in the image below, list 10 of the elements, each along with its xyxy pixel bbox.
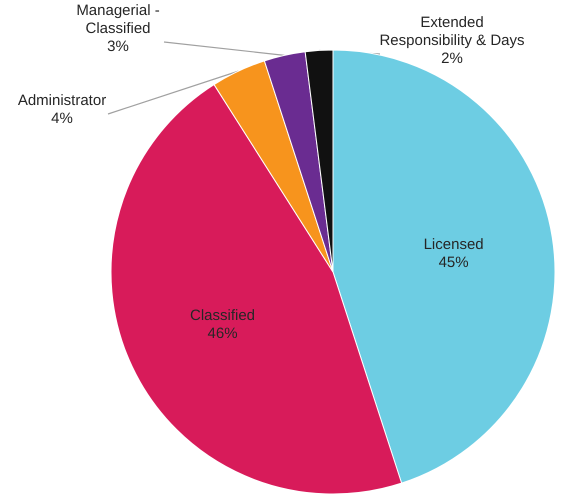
slice-label: Extended Responsibility & Days <box>379 14 525 49</box>
slice-label: Administrator <box>18 92 106 109</box>
slice-label: Licensed <box>424 236 484 253</box>
data-label: 2% <box>441 50 463 67</box>
slice-label: Managerial - Classified <box>76 2 160 37</box>
data-label: 3% <box>107 38 129 55</box>
data-label: 45% <box>438 254 469 271</box>
slice-label: Classified <box>190 306 256 324</box>
data-label: 4% <box>51 110 73 127</box>
data-label: 46% <box>208 324 238 342</box>
